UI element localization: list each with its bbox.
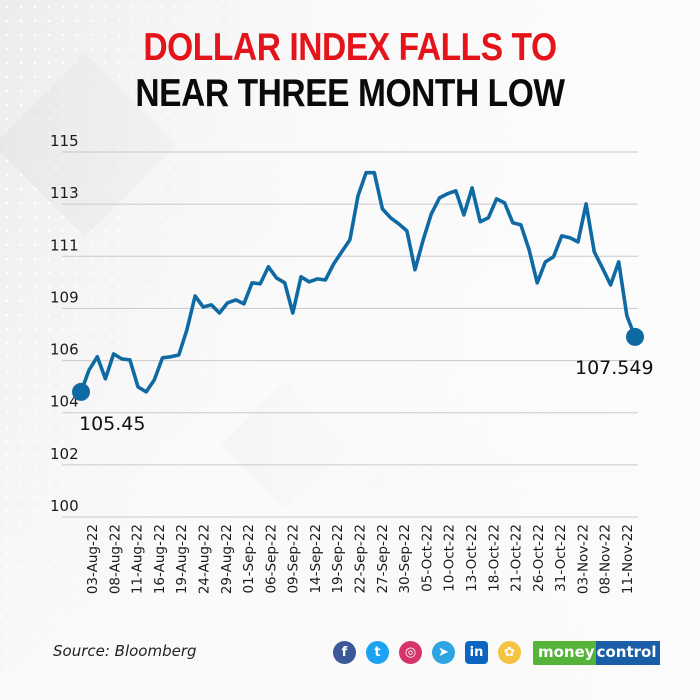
x-tick-label: 10-Oct-22 bbox=[442, 524, 458, 592]
x-tick-label: 08-Aug-22 bbox=[107, 524, 123, 594]
x-tick-label: 26-Oct-22 bbox=[531, 524, 547, 592]
x-tick-label: 22-Sep-22 bbox=[353, 524, 369, 594]
x-tick-label: 31-Oct-22 bbox=[553, 524, 569, 592]
x-tick-label: 27-Sep-22 bbox=[375, 524, 391, 594]
x-tick-label: 09-Sep-22 bbox=[286, 524, 302, 594]
gridlines bbox=[62, 151, 638, 518]
start-point-marker bbox=[72, 382, 90, 401]
x-tick-label: 11-Aug-22 bbox=[130, 524, 146, 594]
social-icons: f t ◎ ➤ in ✿ bbox=[333, 641, 521, 664]
x-tick-label: 19-Aug-22 bbox=[174, 524, 190, 594]
x-tick-label: 03-Aug-22 bbox=[85, 524, 101, 594]
x-tick-label: 01-Sep-22 bbox=[241, 524, 257, 594]
brand-part2: control bbox=[595, 641, 661, 665]
chart-title-line2: NEAR THREE MONTH LOW bbox=[135, 72, 565, 115]
x-tick-label: 18-Oct-22 bbox=[486, 524, 502, 592]
x-tick-label: 06-Sep-22 bbox=[263, 524, 279, 594]
x-tick-label: 16-Aug-22 bbox=[152, 524, 168, 594]
koo-icon[interactable]: ✿ bbox=[498, 641, 521, 664]
chart-title-line1: DOLLAR INDEX FALLS TO bbox=[143, 26, 557, 69]
x-tick-label: 30-Sep-22 bbox=[397, 524, 413, 594]
telegram-icon[interactable]: ➤ bbox=[432, 641, 455, 664]
x-tick-label: 11-Nov-22 bbox=[620, 524, 636, 594]
x-tick-label: 19-Sep-22 bbox=[330, 524, 346, 594]
x-tick-label: 24-Aug-22 bbox=[196, 524, 212, 594]
start-value-label: 105.45 bbox=[79, 413, 145, 435]
end-value-label: 107.549 bbox=[575, 357, 654, 379]
y-tick-label: 100 bbox=[50, 497, 79, 515]
end-point-marker bbox=[626, 327, 644, 346]
x-tick-label: 21-Oct-22 bbox=[509, 524, 525, 592]
dollar-index-line bbox=[79, 170, 637, 394]
x-axis-labels: 03-Aug-22 08-Aug-22 11-Aug-22 16-Aug-22 19-A… bbox=[85, 524, 636, 594]
y-tick-label: 109 bbox=[50, 288, 79, 306]
y-tick-label: 113 bbox=[50, 184, 79, 202]
y-tick-label: 115 bbox=[50, 132, 79, 150]
moneycontrol-logo: money control bbox=[533, 641, 661, 665]
brand-part1: money bbox=[533, 641, 596, 665]
x-tick-label: 05-Oct-22 bbox=[419, 524, 435, 592]
source-caption: Source: Bloomberg bbox=[53, 642, 197, 660]
x-tick-label: 14-Sep-22 bbox=[308, 524, 324, 594]
y-tick-label: 111 bbox=[50, 236, 79, 254]
linkedin-icon[interactable]: in bbox=[465, 641, 488, 664]
facebook-icon[interactable]: f bbox=[333, 641, 356, 664]
x-tick-label: 03-Nov-22 bbox=[575, 524, 591, 594]
y-tick-label: 106 bbox=[50, 341, 79, 359]
y-tick-label: 102 bbox=[50, 445, 79, 463]
y-axis-labels: 115 113 111 109 106 104 102 100 bbox=[50, 132, 79, 515]
x-tick-label: 13-Oct-22 bbox=[464, 524, 480, 592]
x-tick-label: 29-Aug-22 bbox=[219, 524, 235, 594]
y-tick-label: 104 bbox=[50, 393, 79, 411]
twitter-icon[interactable]: t bbox=[366, 641, 389, 664]
x-tick-label: 08-Nov-22 bbox=[598, 524, 614, 594]
instagram-icon[interactable]: ◎ bbox=[399, 641, 422, 664]
